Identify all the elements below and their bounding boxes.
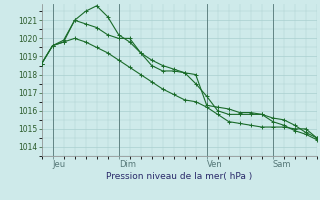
X-axis label: Pression niveau de la mer( hPa ): Pression niveau de la mer( hPa )	[106, 172, 252, 181]
